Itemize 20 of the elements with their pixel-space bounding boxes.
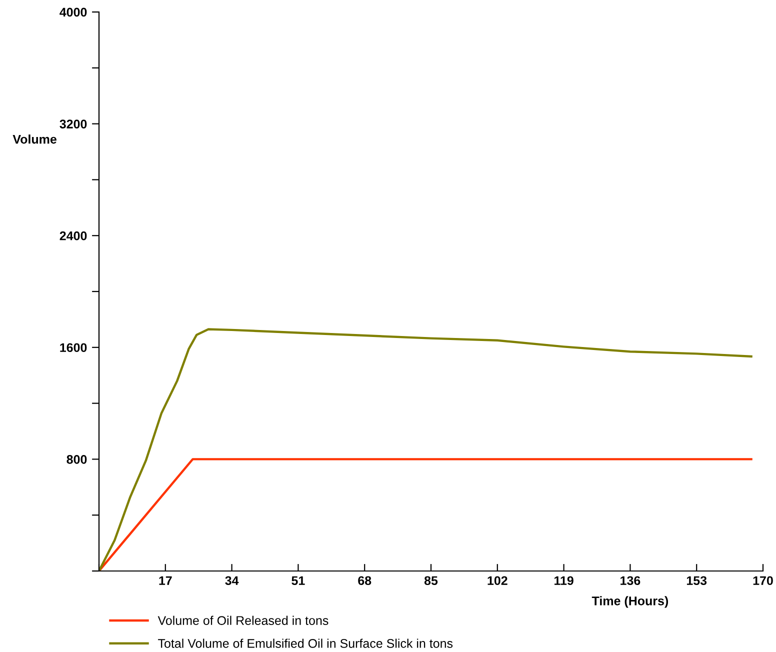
x-tick-label: 85 (424, 576, 438, 586)
y-axis-title: Volume (12, 134, 56, 144)
x-tick-label: 17 (159, 576, 172, 585)
x-tick-label: 68 (358, 576, 372, 586)
y-tick-label: 3200 (60, 120, 87, 128)
y-tick-label: 1600 (60, 343, 87, 352)
x-tick-label: 34 (225, 576, 239, 586)
y-tick-label: 4000 (60, 8, 87, 17)
x-tick-label: 136 (620, 576, 640, 586)
x-tick-label: 153 (686, 576, 707, 586)
y-tick-label: 2400 (60, 231, 87, 240)
legend-label: Volume of Oil Released in tons (158, 616, 328, 625)
line-series (99, 328, 752, 571)
legend-label: Total Volume of Emulsified Oil in Surface Slick in tons (158, 638, 453, 648)
x-tick-label: 119 (554, 576, 574, 586)
x-tick-label: 51 (292, 576, 305, 586)
x-axis-title: Time (Hours) (592, 596, 668, 608)
x-tick-label: 170 (753, 576, 773, 586)
x-tick-label: 102 (488, 576, 508, 586)
y-tick-label: 800 (66, 455, 87, 464)
